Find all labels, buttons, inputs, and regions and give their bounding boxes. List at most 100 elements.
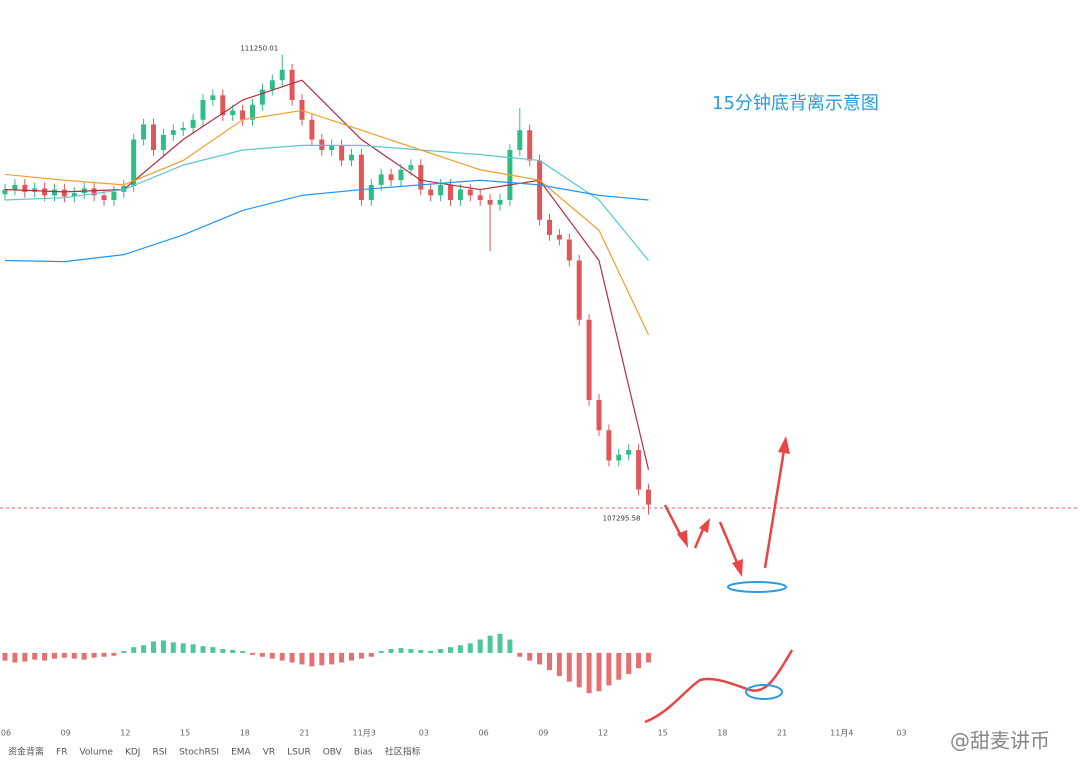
macd-bar — [42, 652, 48, 661]
macd-bar — [141, 645, 147, 653]
macd-bar — [170, 642, 176, 653]
macd-bar — [537, 652, 543, 665]
toolbar-item[interactable]: EMA — [231, 748, 251, 758]
macd-bar — [2, 652, 8, 661]
moving-average — [4, 179, 649, 263]
macd-bar — [556, 652, 562, 676]
macd-bar — [358, 652, 364, 659]
macd-bar — [428, 651, 434, 653]
moving-average — [4, 79, 650, 470]
macd-bar — [279, 652, 285, 661]
time-label: 12 — [120, 729, 130, 738]
macd-bar — [646, 652, 651, 663]
macd-bar — [111, 652, 117, 656]
macd-bar — [467, 643, 473, 653]
macd-bar — [517, 652, 523, 657]
macd-bar — [151, 641, 156, 653]
annotations — [644, 436, 794, 724]
macd-bar — [240, 651, 246, 653]
macd-bar — [81, 652, 87, 660]
macd-bar — [368, 652, 374, 657]
macd-bar — [438, 649, 444, 653]
toolbar-item[interactable]: Volume — [79, 748, 113, 758]
time-label: 11月3 — [353, 729, 376, 738]
macd-bar — [339, 652, 345, 663]
macd-bar — [497, 633, 503, 653]
toolbar-item[interactable]: LSUR — [287, 748, 311, 758]
macd-bar — [289, 652, 295, 663]
macd-bar — [22, 652, 28, 662]
macd-bar — [477, 639, 483, 653]
watermark: @甜麦讲币 — [950, 729, 1050, 753]
macd-bar — [457, 645, 463, 653]
toolbar-item[interactable]: VR — [263, 748, 275, 758]
macd-bar — [408, 649, 414, 653]
macd-bar — [596, 652, 602, 692]
toolbar-item[interactable]: 资金背离 — [8, 746, 44, 758]
macd-bar — [378, 651, 384, 653]
time-label: 06 — [1, 729, 11, 738]
macd-bar — [398, 648, 404, 653]
toolbar-item[interactable]: RSI — [152, 748, 167, 758]
divergence-circle — [745, 684, 783, 700]
time-label: 03 — [419, 729, 429, 738]
toolbar-item[interactable]: FR — [56, 748, 67, 758]
macd-bar — [71, 652, 77, 659]
macd-bar — [616, 652, 622, 680]
macd-bar — [299, 652, 305, 665]
time-label: 18 — [240, 729, 250, 738]
macd-bar — [101, 652, 107, 657]
macd-bar — [547, 652, 552, 671]
macd-bar — [527, 652, 533, 661]
toolbar-item[interactable]: KDJ — [125, 748, 141, 758]
macd-bar — [507, 639, 513, 653]
time-label: 06 — [479, 729, 489, 738]
toolbar-item[interactable]: OBV — [323, 748, 343, 758]
macd-bar — [448, 647, 453, 653]
moving-average — [4, 109, 650, 336]
macd-bar — [606, 652, 612, 686]
macd-bar — [160, 640, 166, 653]
macd-bar — [32, 652, 38, 660]
high-label: 111250.01 — [240, 45, 278, 53]
toolbar-item[interactable]: 社区指标 — [385, 746, 421, 758]
macd-bar — [576, 652, 582, 688]
toolbar-item[interactable]: StochRSI — [179, 748, 219, 758]
macd-bar — [210, 647, 216, 653]
divergence-circle — [727, 581, 787, 593]
macd-bar — [52, 652, 57, 659]
time-label: 15 — [658, 729, 668, 738]
time-label: 18 — [717, 729, 727, 738]
macd-bar — [388, 649, 394, 653]
time-label: 03 — [896, 729, 906, 738]
moving-average — [4, 144, 649, 261]
macd-bar — [626, 652, 632, 674]
low-label: 107295.58 — [603, 514, 641, 522]
macd-bar — [200, 646, 206, 653]
time-label: 09 — [538, 729, 548, 738]
macd-bar — [121, 651, 127, 653]
macd-bar — [349, 652, 354, 661]
macd-bar — [180, 643, 186, 653]
macd-bar — [91, 652, 97, 658]
macd-bar — [329, 652, 335, 665]
time-label: 11月4 — [830, 729, 853, 738]
macd-bar — [636, 652, 642, 669]
macd-bar — [309, 652, 315, 667]
macd-bar — [12, 652, 18, 663]
macd-bar — [230, 650, 236, 653]
macd-bar — [220, 649, 226, 653]
macd-bar — [61, 652, 67, 658]
macd-bar — [131, 647, 137, 653]
macd-bar — [259, 652, 265, 657]
macd-bar — [566, 652, 572, 682]
toolbar-item[interactable]: Bias — [354, 748, 373, 758]
title: 15分钟底背离示意图 — [712, 93, 879, 114]
time-label: 21 — [299, 729, 309, 738]
macd-bar — [269, 652, 275, 659]
time-label: 09 — [61, 729, 71, 738]
macd-bar — [487, 635, 493, 653]
macd-bar — [319, 652, 325, 666]
macd-bar — [586, 652, 592, 694]
